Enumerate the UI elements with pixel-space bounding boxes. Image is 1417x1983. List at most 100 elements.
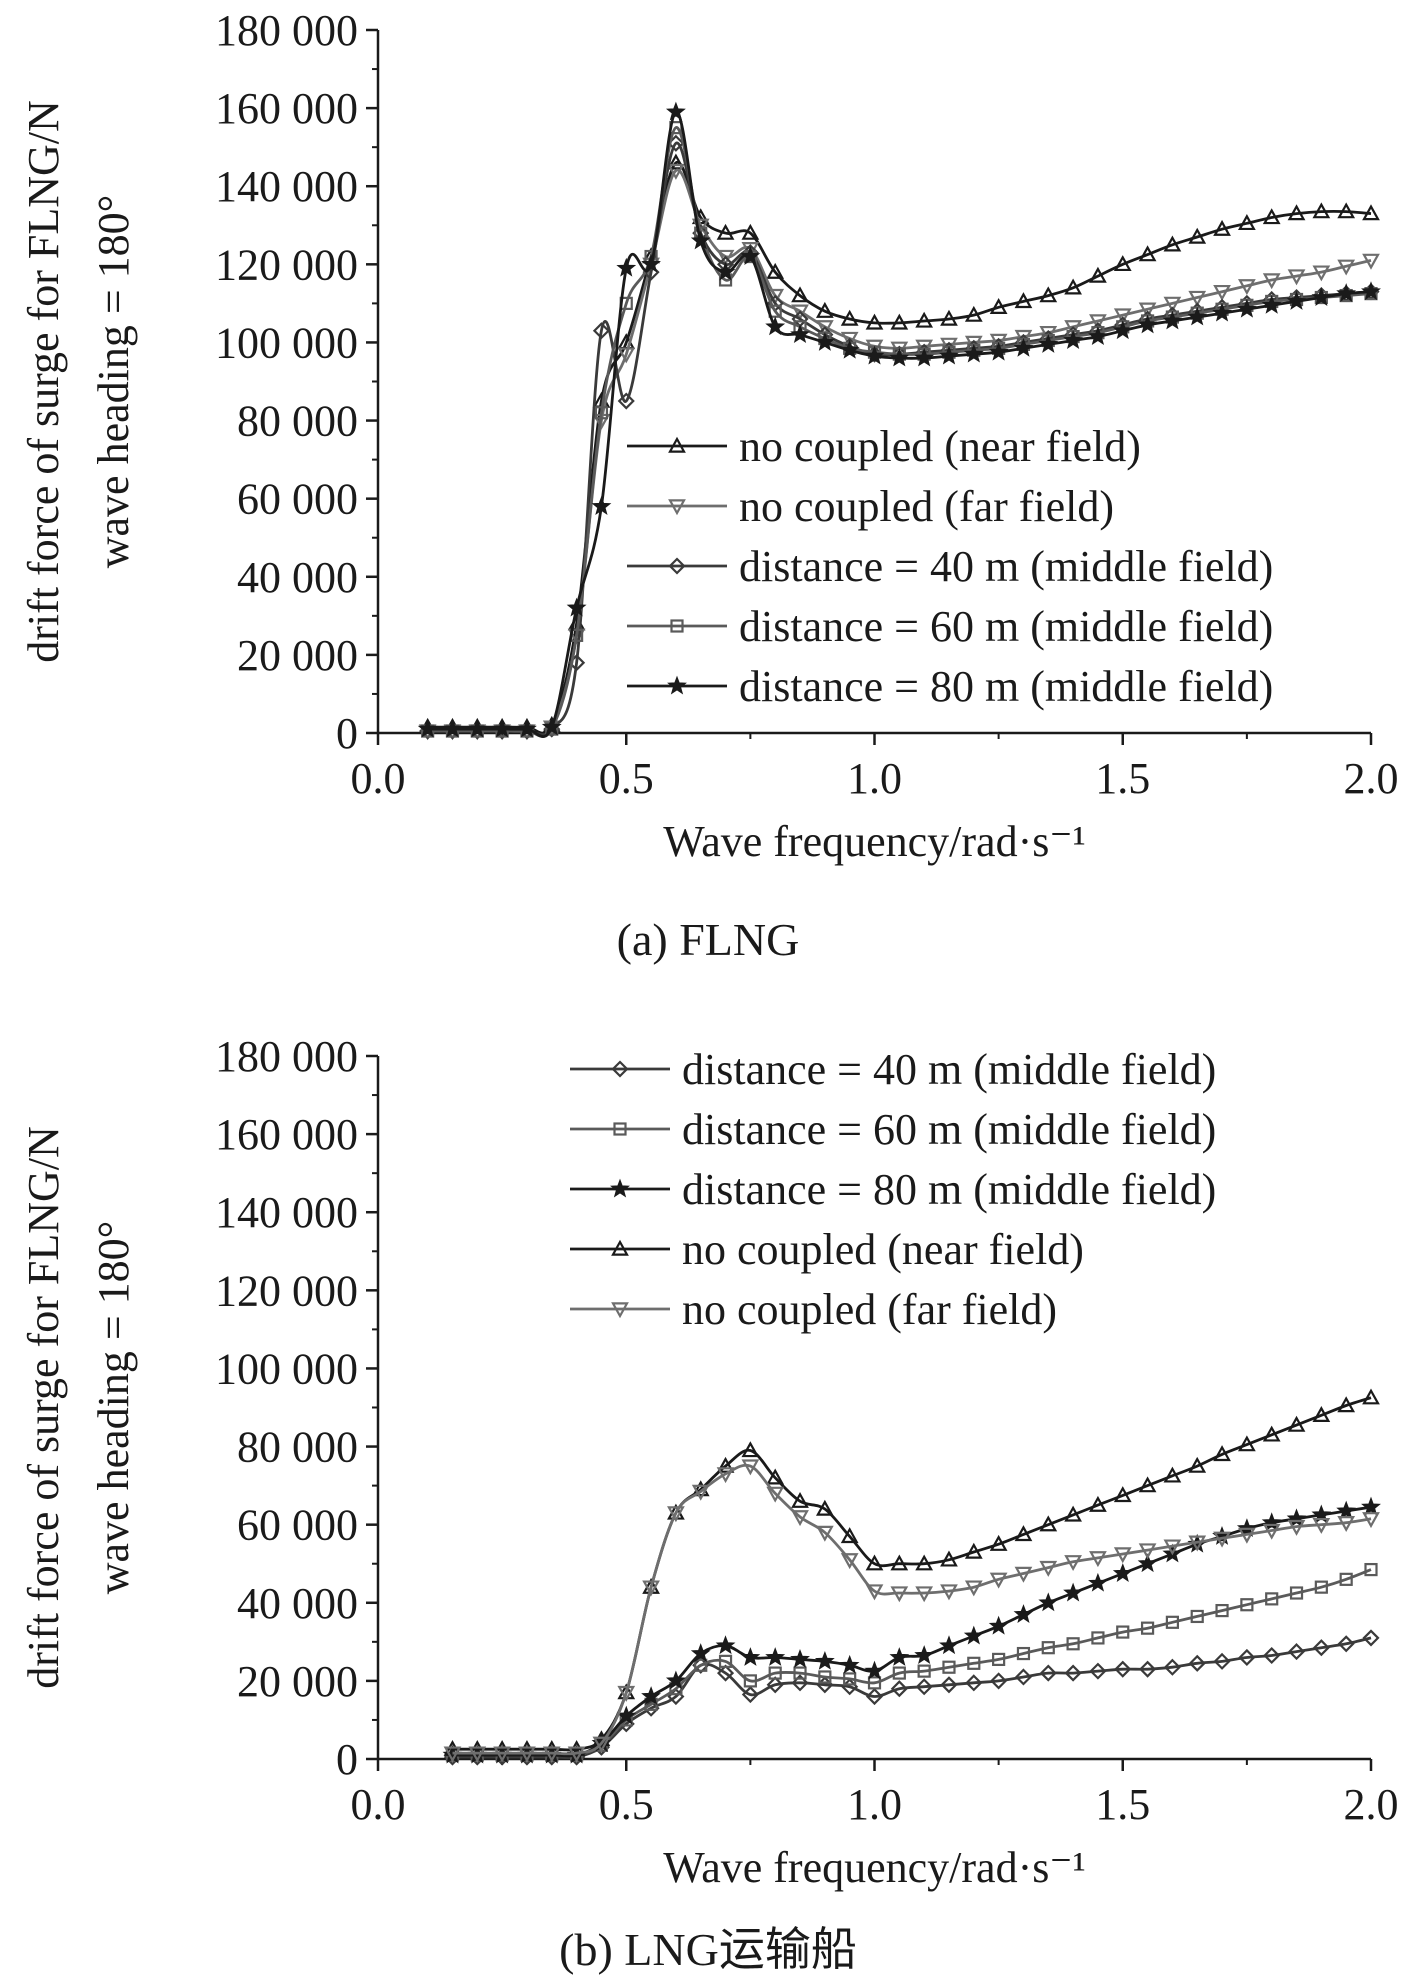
data-point (765, 1647, 786, 1666)
data-point (967, 1656, 981, 1670)
x-axis-title: Wave frequency/rad·s⁻¹ (663, 817, 1086, 866)
data-point (1039, 286, 1058, 303)
legend-item: distance = 60 m (middle field) (627, 602, 1273, 651)
data-point (865, 1554, 884, 1571)
y-tick-label: 180 000 (215, 6, 358, 55)
data-point (518, 1746, 536, 1763)
y-tick-label: 40 000 (237, 1579, 358, 1628)
data-point (815, 320, 834, 337)
data-point (1113, 1486, 1132, 1503)
data-point (1089, 1662, 1107, 1680)
legend-item: no coupled (near field) (570, 1225, 1084, 1274)
data-point (542, 1746, 561, 1763)
legend-item: distance = 80 m (middle field) (627, 662, 1273, 711)
data-point (890, 313, 909, 330)
data-point (1163, 1658, 1181, 1676)
data-point (1213, 1652, 1231, 1670)
data-point (815, 1525, 834, 1542)
data-point (814, 1650, 835, 1670)
data-point (1287, 1519, 1306, 1536)
data-point (766, 1468, 785, 1485)
data-point (1140, 1621, 1155, 1635)
data-point (963, 1625, 984, 1645)
data-point (1089, 266, 1107, 283)
data-point (1362, 1629, 1380, 1647)
data-point (988, 1615, 1009, 1635)
data-point (766, 1486, 785, 1503)
y-tick-label: 20 000 (237, 1657, 358, 1706)
data-point (667, 1506, 685, 1523)
y-axis-title-line2: wave heading = 180° (89, 1221, 138, 1595)
data-point (1312, 265, 1331, 282)
data-point (1116, 1625, 1130, 1639)
data-point (1137, 1553, 1158, 1573)
data-point (939, 1635, 959, 1655)
data-point (741, 223, 760, 240)
legend-label: distance = 40 m (middle field) (739, 542, 1273, 591)
data-point (989, 298, 1008, 314)
data-point (1213, 219, 1231, 236)
y-tick-label: 100 000 (215, 318, 358, 367)
legend-label: distance = 80 m (middle field) (682, 1165, 1216, 1214)
data-point (1262, 208, 1281, 225)
data-point (965, 1674, 983, 1692)
data-point (964, 1542, 983, 1559)
data-point (1362, 204, 1380, 221)
data-point (1066, 1637, 1080, 1651)
legend-label: no coupled (far field) (682, 1285, 1057, 1334)
data-point (591, 496, 612, 515)
data-point (1163, 1466, 1182, 1483)
data-point (940, 1584, 958, 1601)
data-point (864, 345, 885, 365)
y-tick-label: 120 000 (215, 240, 358, 289)
legend-label: distance = 60 m (middle field) (682, 1105, 1216, 1154)
series-b-4 (443, 1459, 1380, 1763)
legend-item: distance = 80 m (middle field) (570, 1165, 1216, 1214)
data-point (840, 309, 859, 326)
data-point (740, 1647, 761, 1666)
data-point (992, 1652, 1006, 1667)
data-point (790, 324, 810, 344)
caption-a: (a) FLNG (617, 914, 800, 965)
data-point (1190, 1609, 1204, 1624)
data-point (1362, 253, 1380, 270)
data-point (840, 1553, 859, 1570)
data-point (1114, 1660, 1132, 1678)
data-point (716, 1456, 735, 1473)
x-tick-label: 1.5 (1095, 1780, 1150, 1829)
data-point (791, 1674, 809, 1692)
y-tick-label: 160 000 (215, 1110, 358, 1159)
series-a-4 (417, 101, 1381, 738)
data-point (592, 1736, 611, 1753)
legend-label: distance = 80 m (middle field) (739, 662, 1273, 711)
data-point (1287, 204, 1306, 221)
data-point (467, 718, 488, 738)
data-point (939, 345, 959, 365)
data-point (1240, 1598, 1254, 1612)
data-point (964, 305, 983, 322)
data-point (815, 1499, 834, 1516)
series-line (452, 1505, 1372, 1758)
data-point (1064, 1664, 1082, 1682)
data-point (915, 1554, 934, 1571)
data-point (594, 406, 609, 420)
data-point (1238, 1527, 1256, 1544)
chart-panel-a: 0 20 000 40 000 60 000 80 000 100 000 120 000 1… (19, 6, 1399, 866)
data-point (1112, 320, 1133, 340)
y-tick-label: 120 000 (215, 1266, 358, 1315)
legend-label: no coupled (far field) (739, 482, 1114, 531)
data-point (1339, 1572, 1353, 1586)
legend-marker (670, 619, 684, 633)
x-tick-label: 1.0 (847, 1780, 902, 1829)
x-tick-label: 0.5 (599, 1780, 654, 1829)
data-point (1312, 1639, 1330, 1657)
legend-item: no coupled (near field) (627, 422, 1141, 471)
data-point (1289, 1586, 1304, 1600)
data-point (1262, 273, 1281, 290)
data-point (839, 339, 860, 359)
data-point (791, 304, 809, 321)
data-point (1089, 1551, 1107, 1568)
data-point (716, 1664, 735, 1682)
data-point (940, 1676, 958, 1694)
